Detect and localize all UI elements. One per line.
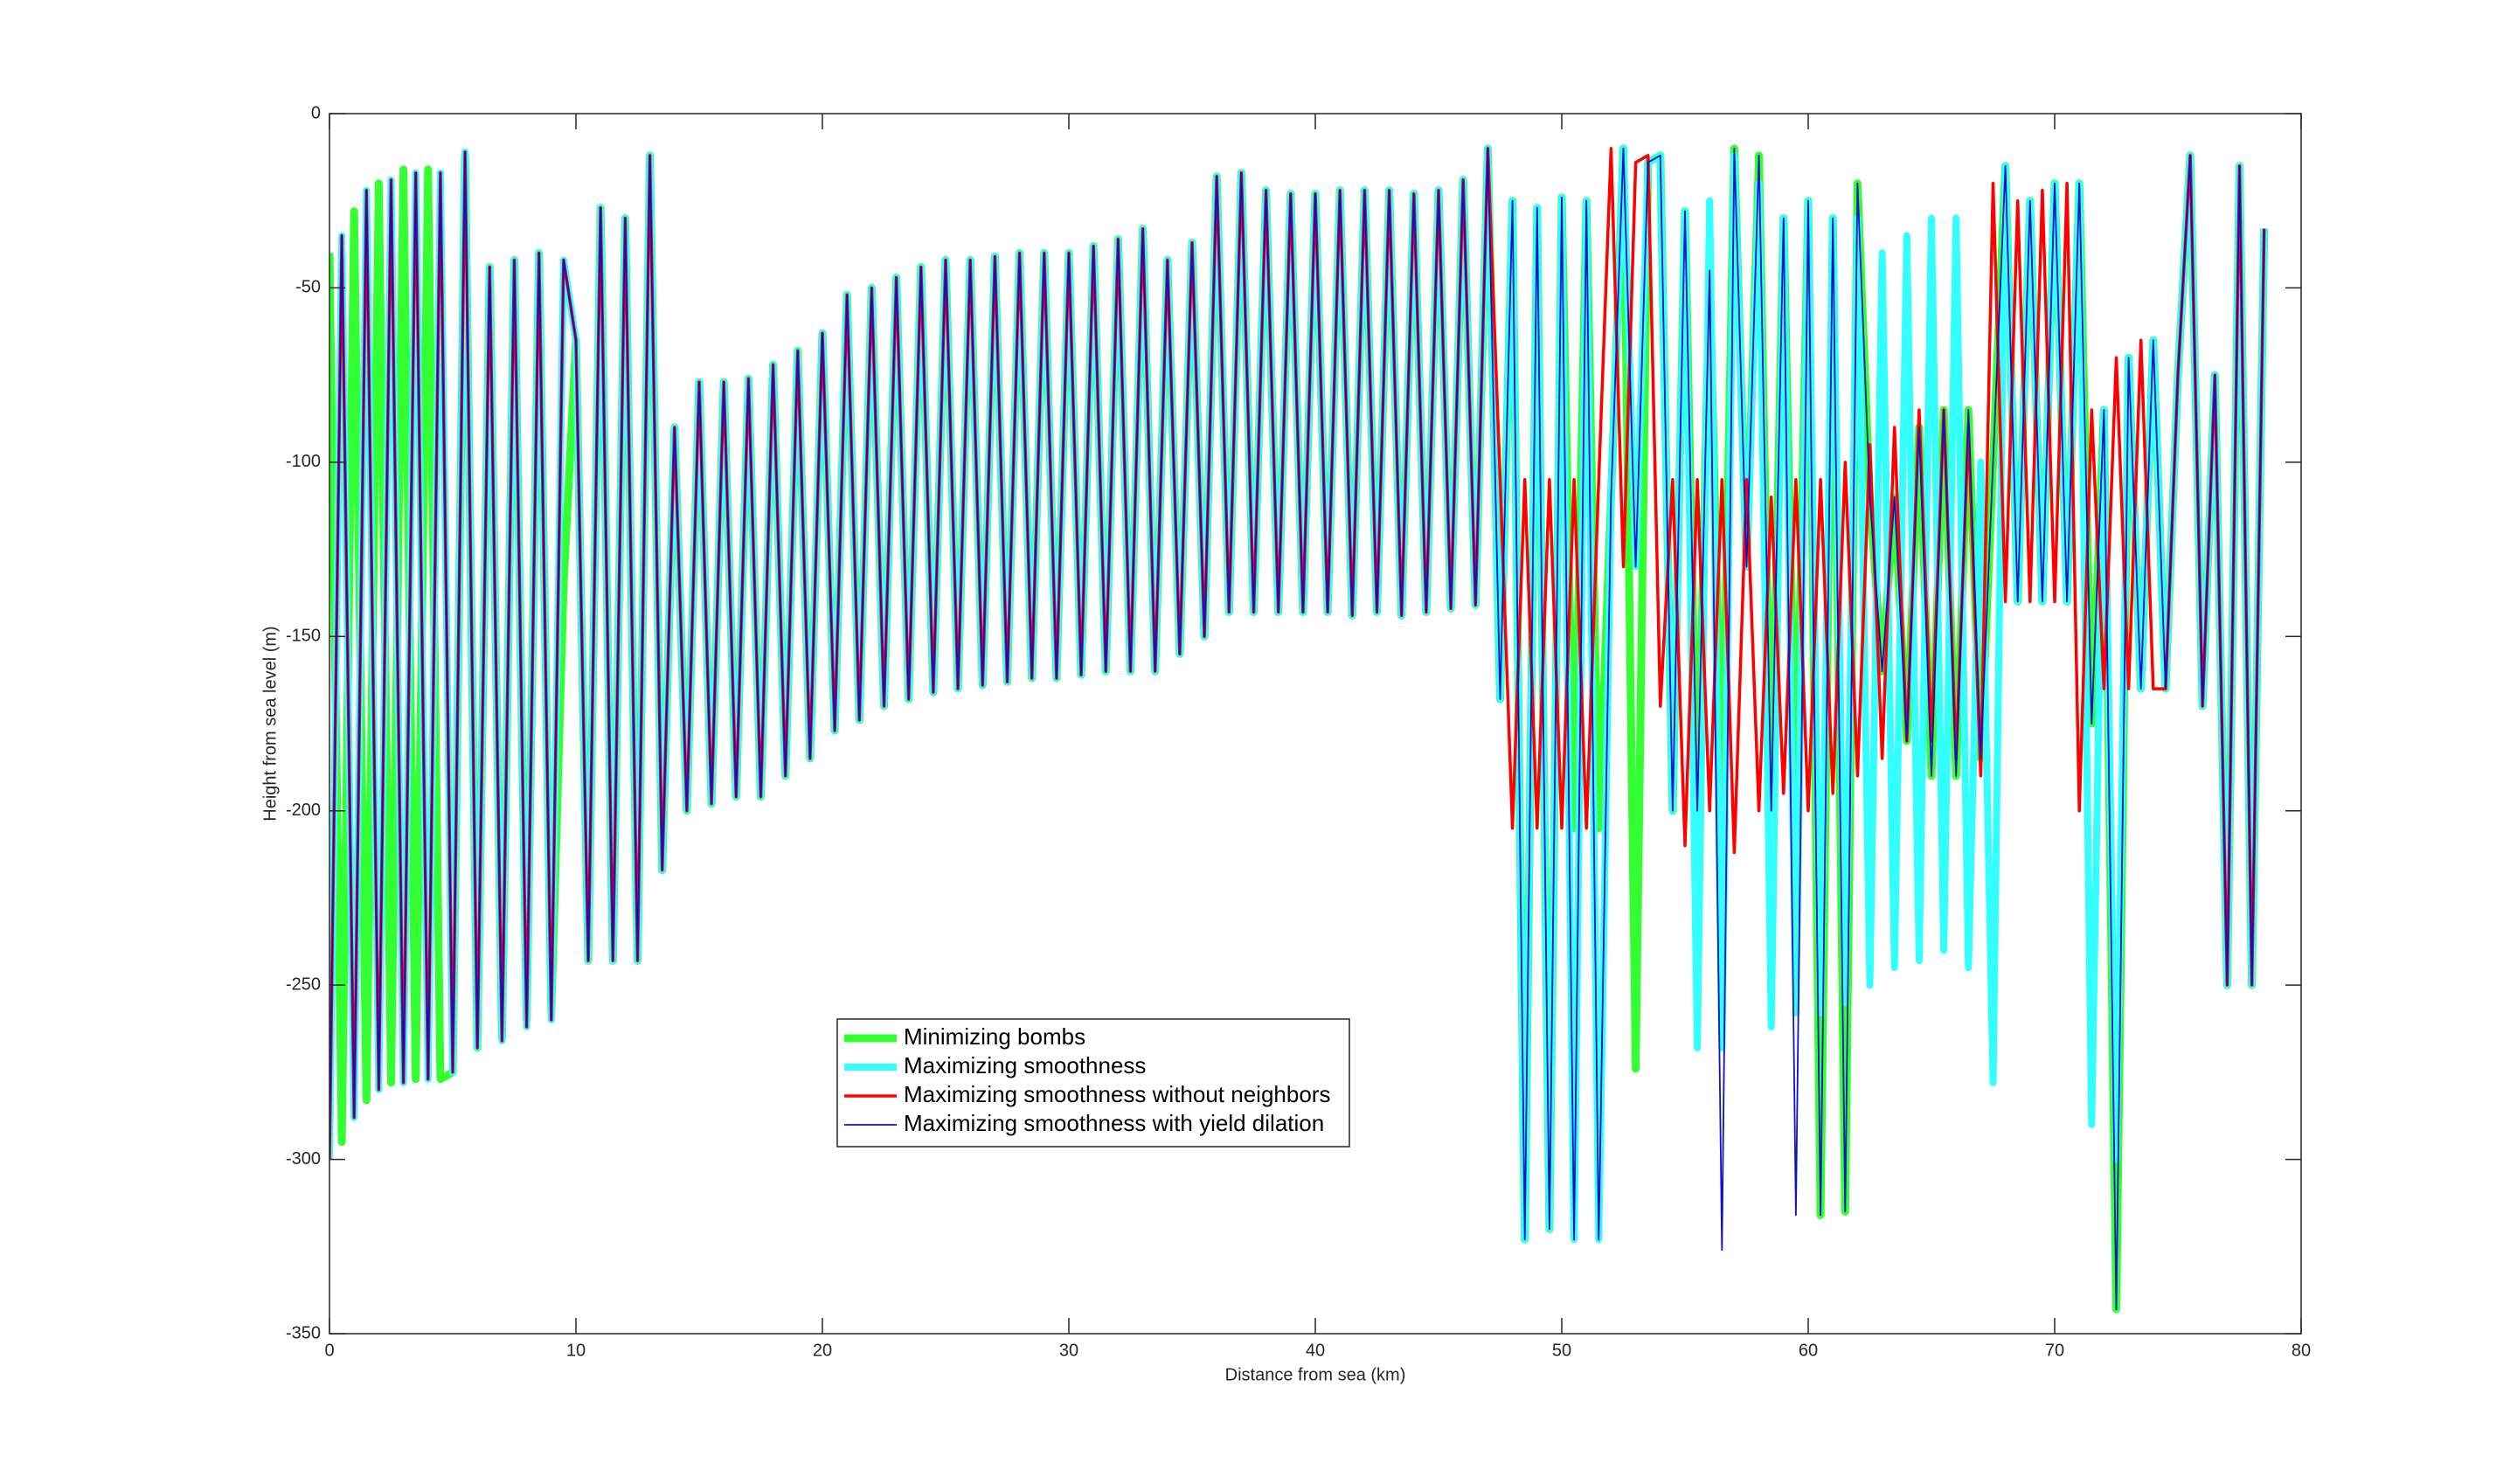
y-tick-label: -350 bbox=[286, 1323, 321, 1342]
legend-box bbox=[836, 1018, 1350, 1148]
legend-label: Maximizing smoothness bbox=[904, 1052, 1146, 1078]
legend-label: Maximizing smoothness with yield dilatio… bbox=[904, 1110, 1324, 1136]
data-line bbox=[329, 147, 2265, 1310]
x-tick-label: 40 bbox=[1306, 1341, 1325, 1360]
legend-label: Minimizing bombs bbox=[904, 1023, 1085, 1050]
legend-label: Maximizing smoothness without neighbors bbox=[904, 1081, 1330, 1107]
x-tick-label: 80 bbox=[2292, 1341, 2311, 1360]
y-tick-label: -150 bbox=[286, 627, 321, 646]
x-axis-label: Distance from sea (km) bbox=[1225, 1365, 1406, 1384]
x-tick-label: 10 bbox=[566, 1341, 586, 1360]
x-tick-label: 20 bbox=[813, 1341, 832, 1360]
y-tick-label: -200 bbox=[286, 801, 321, 820]
y-tick-label: -250 bbox=[286, 974, 321, 994]
y-tick-label: 0 bbox=[311, 103, 321, 122]
x-tick-label: 60 bbox=[1799, 1341, 1818, 1360]
y-tick-label: -300 bbox=[286, 1149, 321, 1168]
y-tick-label: -100 bbox=[286, 452, 321, 471]
y-axis-label: Height from sea level (m) bbox=[260, 626, 280, 821]
x-tick-label: 0 bbox=[324, 1341, 334, 1360]
x-tick-label: 70 bbox=[2045, 1341, 2064, 1360]
x-tick-label: 50 bbox=[1552, 1341, 1571, 1360]
y-tick-label: -50 bbox=[295, 278, 321, 297]
x-tick-label: 30 bbox=[1059, 1341, 1078, 1360]
plot-lines bbox=[329, 144, 2269, 1314]
